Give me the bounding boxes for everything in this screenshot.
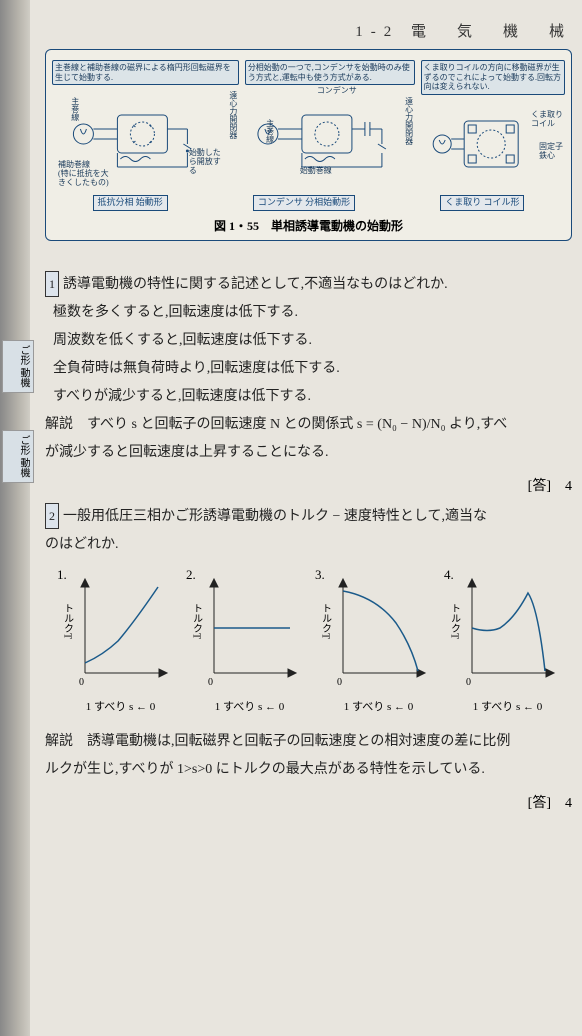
q1-opt-2: 周波数を低くすると,回転速度は低下する. <box>53 327 572 355</box>
q1-prompt: 誘導電動機の特性に関する記述として,不適当なものはどれか. <box>63 277 448 292</box>
type-a: 抵抗分相 始動形 <box>93 195 168 211</box>
g1-xr: 0 <box>150 701 156 713</box>
lbl-stator: 固定子 鉄心 <box>539 143 563 161</box>
lbl-aux: 補助巻線 (特に抵抗を大 きくしたもの) <box>58 161 109 187</box>
diagram-capacitor-split: コンデンサ 主巻線 遠心力開閉器 始動巻線 <box>245 89 415 179</box>
question-2: 2 一般用低圧三相かご形誘導電動機のトルク − 速度特性として,適当な のはどれか… <box>45 503 572 559</box>
q1-exp-2: が減少すると回転速度は上昇することになる. <box>45 439 572 467</box>
lbl-main2: 主巻線 <box>265 119 274 143</box>
q1-opt-1: 極数を多くすると,回転速度は低下する. <box>53 299 572 327</box>
g2-num: 2. <box>186 567 196 583</box>
svg-text:トルクT: トルクT <box>192 603 203 639</box>
page-header: 1-2 電 気 機 械 <box>45 20 572 41</box>
lbl-cap: コンデンサ <box>317 87 357 96</box>
lbl-kuma: くま取り コイル <box>531 111 563 129</box>
side-tab-2: ご形 動機 <box>2 430 34 483</box>
lbl-start: 始動した ら開放す る <box>189 149 221 175</box>
q1-opt-4: すべりが減少すると,回転速度は低下する. <box>53 383 572 411</box>
note-right: くま取りコイルの方向に移動磁界が生ずるのでこれによって始動する.回転方向は変えら… <box>421 60 565 95</box>
q1-opt-3: 全負荷時は無負荷時より,回転速度は低下する. <box>53 355 572 383</box>
graph-3: 3. トルクT0 1 すべり s ← 0 <box>321 573 436 714</box>
g1-num: 1. <box>57 567 67 583</box>
svg-text:0: 0 <box>208 677 213 688</box>
note-left: 主巻線と補助巻線の磁界による楕円形回転磁界を生じて始動する. <box>52 60 239 85</box>
q1-answer: [答] 4 <box>45 475 572 495</box>
q2-prompt2: のはどれか. <box>45 531 572 559</box>
g1-ylabel: トルクT <box>63 603 74 639</box>
svg-text:0: 0 <box>79 677 84 688</box>
graph-2: 2. トルクT0 1 すべり s ← 0 <box>192 573 307 714</box>
lbl-main: 主巻線 <box>70 97 79 121</box>
svg-text:0: 0 <box>466 677 471 688</box>
figure-box: 主巻線と補助巻線の磁界による楕円形回転磁界を生じて始動する. 主巻線 補助巻線 … <box>45 49 572 241</box>
side-tab-1: ご形 動機 <box>2 340 34 393</box>
q2-exp-1: 解説 誘導電動機は,回転磁界と回転子の回転速度との相対速度の差に比例 <box>45 728 572 756</box>
lbl-switch: 遠心力開閉器 <box>228 91 237 139</box>
svg-text:トルクT: トルクT <box>450 603 461 639</box>
graph-4: 4. トルクT0 1 すべり s ← 0 <box>450 573 565 714</box>
q2-explanation: 解説 誘導電動機は,回転磁界と回転子の回転速度との相対速度の差に比例 ルクが生じ… <box>45 728 572 784</box>
svg-text:トルクT: トルクT <box>321 603 332 639</box>
diagram-resistance-split: 主巻線 補助巻線 (特に抵抗を大 きくしたもの) 遠心力開閉器 始動した ら開放… <box>52 89 239 179</box>
lbl-startw: 始動巻線 <box>300 167 332 176</box>
g4-num: 4. <box>444 567 454 583</box>
g3-num: 3. <box>315 567 325 583</box>
q2-answer: [答] 4 <box>45 792 572 812</box>
q2-num: 2 <box>45 503 59 529</box>
type-c: くま取り コイル形 <box>440 195 524 211</box>
graph-1: 1. トルクT0 1 すべり s ← 0 <box>63 573 178 714</box>
note-mid: 分相始動の一つで,コンデンサを始動時のみ使う方式と,運転中も使う方式がある. <box>245 60 415 85</box>
q1-num: 1 <box>45 271 59 297</box>
q2-prompt: 一般用低圧三相かご形誘導電動機のトルク − 速度特性として,適当な <box>63 509 487 524</box>
q2-exp-2: ルクが生じ,すべりが 1>s>0 にトルクの最大点がある特性を示している. <box>45 756 572 784</box>
svg-text:0: 0 <box>337 677 342 688</box>
section-title: 電 気 機 械 <box>411 24 572 40</box>
type-b: コンデンサ 分相始動形 <box>253 195 355 211</box>
question-1: 1 誘導電動機の特性に関する記述として,不適当なものはどれか. 極数を多くすると,… <box>45 271 572 467</box>
torque-speed-graphs: 1. トルクT0 1 すべり s ← 0 2. トルクT0 1 すべり s ← … <box>63 573 572 714</box>
g1-xl: 1 すべり s <box>86 701 134 713</box>
section-num: 1-2 <box>355 24 399 40</box>
figure-caption: 図 1・55 単相誘導電動機の始動形 <box>52 217 565 234</box>
lbl-switch2: 遠心力開閉器 <box>404 97 413 145</box>
diagram-shaded-pole: くま取り コイル 固定子 鉄心 <box>421 99 565 189</box>
q1-exp-1: 解説 すべり s と回転子の回転速度 N との関係式 s = (N₀ − N)/… <box>45 411 572 439</box>
